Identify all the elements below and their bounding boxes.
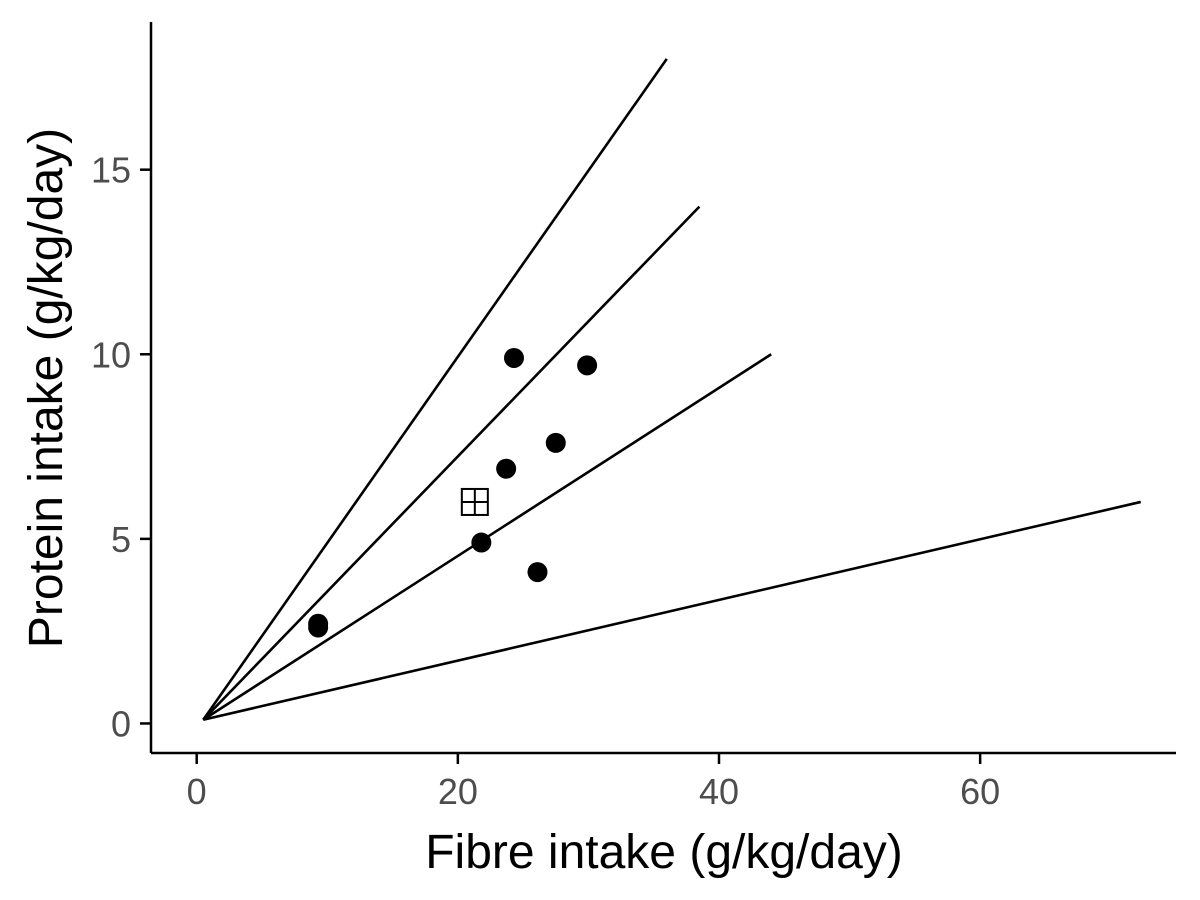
data-point <box>503 347 524 368</box>
y-tick-label: 0 <box>111 703 131 744</box>
data-point <box>308 617 329 638</box>
y-axis-title: Protein intake (g/kg/day) <box>20 128 73 648</box>
y-tick-label: 10 <box>91 334 131 375</box>
x-axis-ticks: 0 20 40 60 <box>187 753 1000 812</box>
ratio-line-rail-2 <box>202 205 701 721</box>
data-points <box>308 347 598 638</box>
y-axis-ticks: 0 5 10 15 <box>91 150 151 744</box>
x-tick-label: 40 <box>699 771 739 812</box>
data-point <box>527 562 548 583</box>
y-tick-label: 5 <box>111 519 131 560</box>
data-point <box>471 532 492 553</box>
data-point <box>496 458 517 479</box>
data-point <box>577 355 598 376</box>
x-tick-label: 20 <box>438 771 478 812</box>
ratio-line-rail-1 <box>202 58 668 721</box>
x-tick-label: 0 <box>187 771 207 812</box>
ratio-lines <box>202 58 1142 722</box>
data-point <box>545 432 566 453</box>
ratio-line-rail-4 <box>202 500 1142 722</box>
x-axis-title: Fibre intake (g/kg/day) <box>425 826 903 879</box>
mean-marker-group <box>460 487 489 516</box>
y-tick-label: 15 <box>91 150 131 191</box>
x-tick-label: 60 <box>960 771 1000 812</box>
